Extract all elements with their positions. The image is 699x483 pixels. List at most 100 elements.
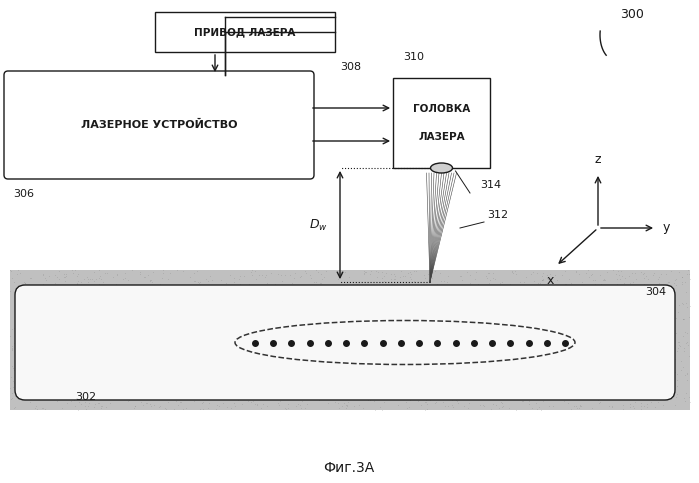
Point (514, 332, 526, 340)
Point (105, 318, 116, 326)
Point (606, 402, 617, 410)
Point (572, 362, 583, 370)
Point (192, 387, 203, 395)
Point (562, 338, 573, 346)
Point (265, 270, 276, 277)
Point (395, 297, 406, 304)
Point (287, 316, 298, 324)
Point (475, 395, 486, 402)
Point (411, 317, 422, 325)
Point (103, 306, 115, 314)
Point (51, 273, 62, 281)
Point (440, 380, 451, 388)
Point (355, 282, 366, 289)
Point (598, 340, 610, 347)
Point (338, 354, 349, 361)
Point (237, 400, 248, 408)
Point (629, 363, 640, 370)
Point (655, 352, 666, 359)
Point (208, 303, 219, 311)
Point (127, 333, 138, 341)
Point (485, 351, 496, 359)
Point (471, 382, 482, 390)
Point (665, 314, 677, 322)
Point (421, 285, 432, 293)
Point (419, 385, 431, 393)
Point (209, 336, 220, 343)
Point (642, 371, 653, 379)
Point (377, 285, 388, 293)
Point (488, 351, 499, 359)
Point (80, 352, 92, 360)
Point (35, 321, 46, 328)
Point (620, 328, 631, 336)
Point (498, 402, 509, 410)
Point (395, 267, 406, 275)
Point (452, 369, 463, 376)
Point (473, 392, 484, 400)
Point (405, 344, 417, 352)
Point (454, 327, 465, 334)
Point (151, 286, 162, 294)
Point (323, 399, 334, 407)
Point (665, 365, 676, 373)
Point (238, 361, 249, 369)
Point (270, 308, 281, 315)
Point (189, 288, 200, 296)
Point (154, 280, 166, 288)
Point (206, 379, 217, 387)
Point (7, 365, 18, 372)
Point (285, 357, 296, 365)
Point (173, 364, 185, 372)
Point (271, 283, 282, 290)
Point (217, 352, 228, 360)
Point (408, 313, 419, 321)
Point (500, 368, 511, 376)
Point (527, 348, 538, 356)
Point (485, 316, 496, 324)
Point (605, 346, 616, 354)
Point (496, 301, 507, 309)
Point (163, 297, 174, 305)
Point (42, 364, 53, 371)
Point (679, 347, 690, 355)
Point (528, 392, 540, 399)
Point (419, 328, 431, 336)
Point (37, 280, 48, 287)
Point (513, 361, 524, 369)
Point (436, 355, 447, 362)
Point (98, 341, 109, 349)
Point (117, 318, 129, 326)
Point (90, 334, 101, 342)
Point (252, 401, 263, 409)
Point (18, 351, 29, 359)
Point (600, 362, 611, 369)
Point (282, 367, 294, 374)
Point (635, 399, 647, 407)
Point (389, 297, 400, 305)
Point (415, 288, 426, 296)
Point (55, 339, 66, 347)
Point (385, 388, 396, 396)
Point (408, 374, 419, 382)
Point (243, 397, 254, 405)
Point (22, 321, 34, 329)
Point (452, 398, 463, 405)
Point (651, 299, 662, 307)
Point (404, 273, 415, 281)
Point (147, 346, 159, 354)
Point (386, 270, 397, 278)
Point (322, 287, 333, 295)
Point (404, 403, 415, 411)
Point (16, 350, 27, 358)
Point (650, 292, 661, 299)
Point (342, 361, 353, 369)
Point (82, 376, 93, 384)
Point (123, 306, 134, 313)
Point (626, 283, 637, 290)
Point (92, 326, 103, 333)
Text: 310: 310 (403, 52, 424, 62)
Point (482, 315, 493, 323)
Point (115, 349, 126, 357)
Point (389, 314, 400, 322)
